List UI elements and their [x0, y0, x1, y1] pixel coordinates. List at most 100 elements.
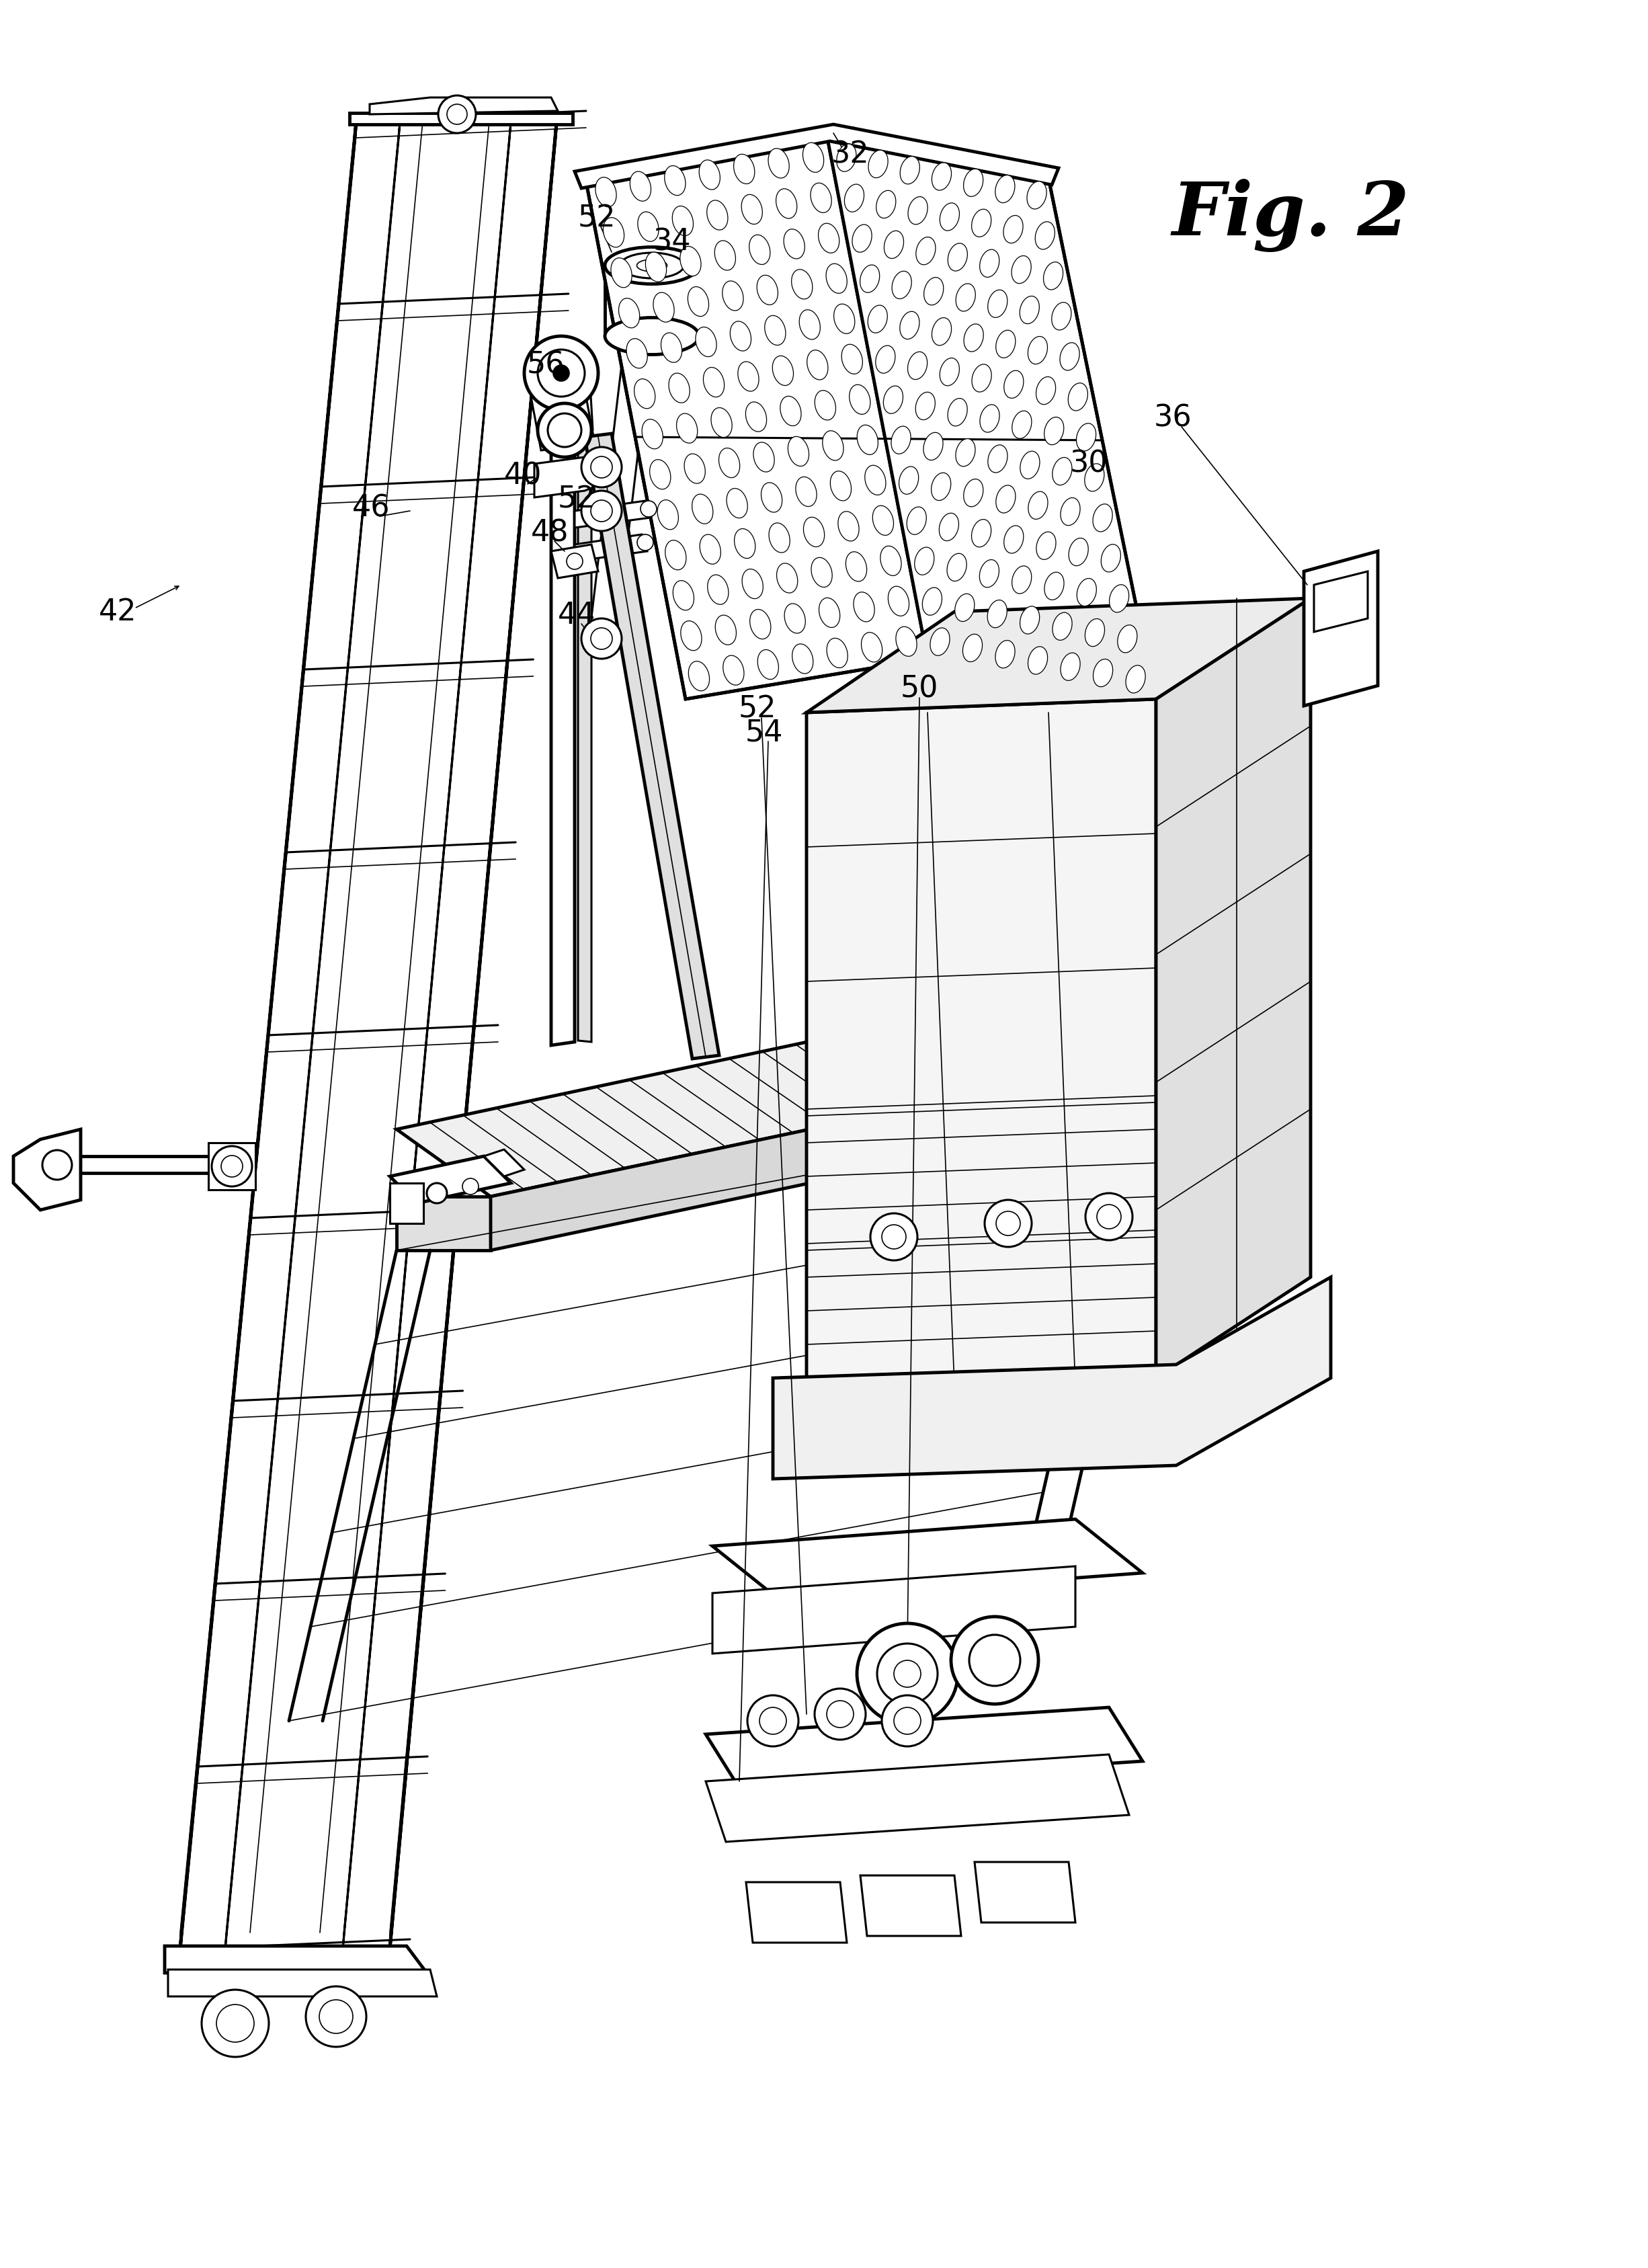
Ellipse shape: [684, 454, 705, 483]
Ellipse shape: [1109, 585, 1129, 612]
Ellipse shape: [868, 150, 888, 177]
Ellipse shape: [954, 594, 974, 621]
Polygon shape: [605, 265, 699, 336]
Circle shape: [547, 413, 582, 447]
Ellipse shape: [626, 338, 648, 367]
Ellipse shape: [1012, 256, 1032, 284]
Ellipse shape: [1037, 376, 1056, 404]
Ellipse shape: [788, 435, 809, 467]
Circle shape: [567, 553, 583, 569]
Circle shape: [882, 1694, 933, 1746]
Ellipse shape: [1028, 492, 1048, 519]
Ellipse shape: [897, 626, 916, 655]
Ellipse shape: [931, 318, 951, 345]
Ellipse shape: [768, 147, 789, 179]
Ellipse shape: [883, 231, 903, 259]
Polygon shape: [391, 1157, 511, 1204]
Polygon shape: [397, 996, 1129, 1198]
Polygon shape: [226, 122, 400, 1950]
Ellipse shape: [987, 601, 1007, 628]
Circle shape: [554, 365, 569, 381]
Ellipse shape: [948, 553, 967, 581]
Ellipse shape: [1037, 531, 1056, 560]
Ellipse shape: [722, 281, 743, 311]
Ellipse shape: [803, 143, 824, 172]
Polygon shape: [575, 501, 651, 528]
Polygon shape: [578, 438, 592, 1041]
Ellipse shape: [1126, 665, 1145, 694]
Ellipse shape: [1053, 458, 1071, 485]
Ellipse shape: [857, 424, 878, 454]
Ellipse shape: [793, 644, 812, 674]
Ellipse shape: [620, 252, 684, 279]
Ellipse shape: [715, 615, 737, 644]
Ellipse shape: [852, 225, 872, 252]
Ellipse shape: [898, 467, 918, 494]
Circle shape: [877, 1644, 938, 1703]
Circle shape: [582, 619, 621, 658]
Ellipse shape: [689, 662, 709, 692]
Ellipse shape: [915, 547, 934, 574]
Ellipse shape: [964, 168, 984, 197]
Polygon shape: [391, 1184, 424, 1222]
Ellipse shape: [653, 293, 674, 322]
Ellipse shape: [987, 290, 1007, 318]
Ellipse shape: [819, 599, 840, 628]
Polygon shape: [168, 1969, 437, 1996]
Ellipse shape: [681, 247, 700, 277]
Polygon shape: [585, 433, 719, 1059]
Ellipse shape: [1051, 302, 1071, 331]
Polygon shape: [165, 1946, 427, 1973]
Ellipse shape: [1020, 606, 1040, 635]
Ellipse shape: [964, 324, 984, 352]
Circle shape: [870, 1213, 918, 1261]
Ellipse shape: [784, 229, 804, 259]
Ellipse shape: [634, 379, 656, 408]
Text: 52: 52: [738, 694, 776, 723]
Polygon shape: [349, 113, 572, 125]
Ellipse shape: [638, 211, 659, 240]
Text: 56: 56: [527, 352, 565, 379]
Ellipse shape: [849, 386, 870, 415]
Circle shape: [201, 1989, 269, 2057]
Circle shape: [447, 104, 466, 125]
Ellipse shape: [1027, 181, 1046, 209]
Ellipse shape: [860, 265, 880, 293]
Text: 30: 30: [1070, 449, 1107, 479]
Polygon shape: [705, 1708, 1142, 1787]
Circle shape: [537, 349, 585, 397]
Ellipse shape: [948, 399, 967, 426]
Ellipse shape: [900, 156, 920, 184]
Ellipse shape: [892, 272, 911, 299]
Ellipse shape: [877, 191, 897, 218]
Ellipse shape: [916, 392, 934, 420]
Ellipse shape: [753, 442, 775, 472]
Ellipse shape: [939, 358, 959, 386]
Ellipse shape: [831, 472, 852, 501]
Polygon shape: [1304, 551, 1378, 705]
Ellipse shape: [630, 172, 651, 202]
Ellipse shape: [908, 197, 928, 225]
Ellipse shape: [681, 621, 702, 651]
Circle shape: [760, 1708, 786, 1735]
Ellipse shape: [773, 356, 793, 386]
Text: 54: 54: [745, 719, 783, 746]
Ellipse shape: [643, 420, 662, 449]
Ellipse shape: [1053, 612, 1073, 640]
Circle shape: [646, 261, 658, 270]
Polygon shape: [180, 120, 356, 1950]
Ellipse shape: [1043, 263, 1063, 290]
Polygon shape: [827, 134, 1155, 703]
Circle shape: [969, 1635, 1020, 1685]
Ellipse shape: [1020, 451, 1040, 479]
Ellipse shape: [929, 628, 949, 655]
Ellipse shape: [964, 479, 984, 506]
Circle shape: [43, 1150, 73, 1179]
Ellipse shape: [1117, 626, 1137, 653]
Ellipse shape: [811, 558, 832, 587]
Ellipse shape: [923, 433, 943, 460]
Ellipse shape: [796, 476, 817, 506]
Ellipse shape: [923, 587, 943, 615]
Ellipse shape: [981, 404, 999, 433]
Ellipse shape: [939, 513, 959, 540]
